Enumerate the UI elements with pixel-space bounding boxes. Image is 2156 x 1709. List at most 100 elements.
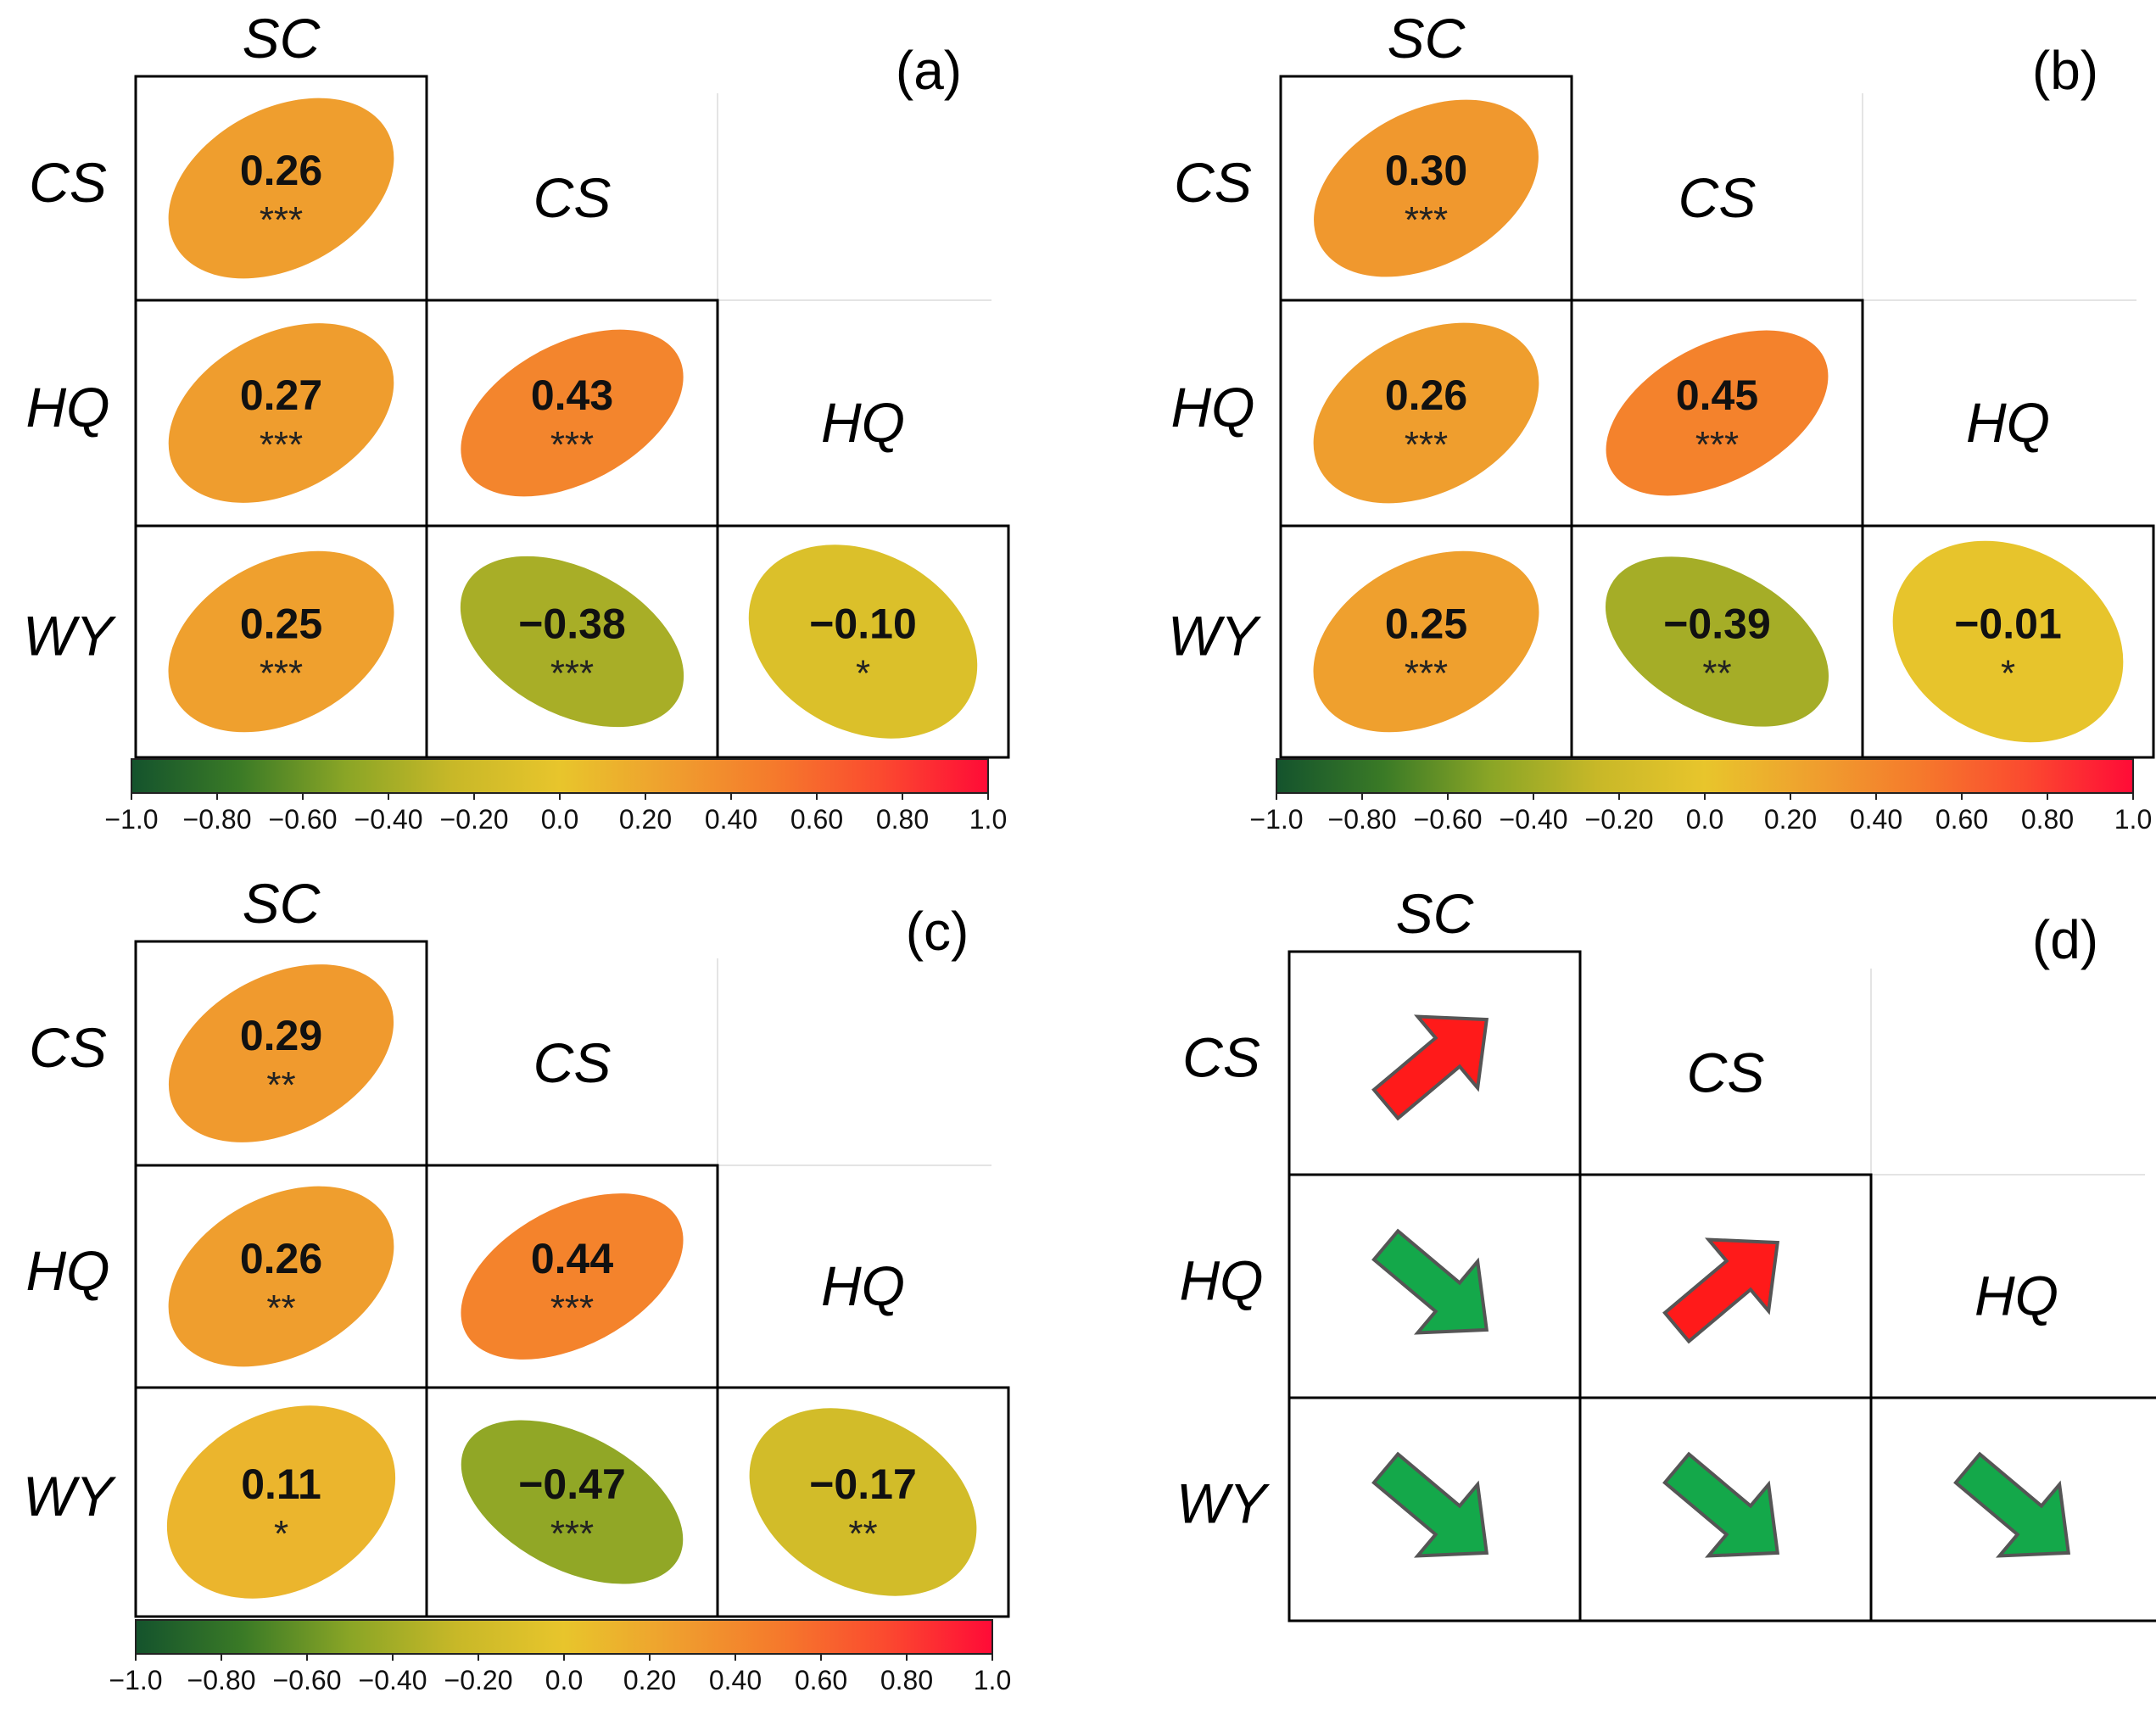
correlation-ellipse <box>749 1408 977 1596</box>
colorbar <box>1276 758 2134 794</box>
colorbar-tick-label: 1.0 <box>969 804 1007 835</box>
significance-stars: * <box>2001 653 2015 695</box>
significance-stars: *** <box>550 1287 594 1329</box>
colorbar <box>131 758 989 794</box>
correlation-value: −0.10 <box>809 600 917 648</box>
colorbar-tick-label: −0.20 <box>440 804 509 835</box>
colorbar-tick-label: −0.80 <box>183 804 252 835</box>
significance-stars: ** <box>266 1064 295 1106</box>
significance-stars: * <box>274 1513 288 1555</box>
significance-stars: *** <box>260 199 303 241</box>
diagonal-label: HQ <box>1974 1265 2058 1327</box>
colorbar-tick-label: −0.20 <box>444 1665 513 1695</box>
colorbar-tick-label: 0.40 <box>1850 804 1902 835</box>
correlation-value: 0.26 <box>240 1235 322 1282</box>
significance-stars: ** <box>266 1287 295 1329</box>
correlation-ellipse <box>461 1420 684 1584</box>
row-label: HQ <box>26 376 110 438</box>
colorbar-tick-label: 0.80 <box>2021 804 2074 835</box>
significance-stars: *** <box>1405 199 1448 241</box>
colorbar-tick-label: −1.0 <box>109 1665 162 1695</box>
colorbar-tick-label: −0.40 <box>355 804 423 835</box>
significance-stars: *** <box>260 653 303 695</box>
diagonal-label: HQ <box>1966 391 2050 454</box>
significance-stars: *** <box>550 653 594 695</box>
row-label: HQ <box>1171 376 1255 438</box>
row-label: WY <box>1176 1472 1270 1535</box>
colorbar-tick-label: −1.0 <box>1249 804 1303 835</box>
colorbar-tick-label: −1.0 <box>104 804 158 835</box>
correlation-value: −0.39 <box>1663 600 1771 648</box>
row-label: WY <box>23 605 116 667</box>
significance-stars: *** <box>1695 424 1739 466</box>
colorbar-tick-label: −0.60 <box>273 1665 342 1695</box>
colorbar-tick-label: 0.0 <box>1686 804 1723 835</box>
significance-stars: ** <box>1702 653 1731 695</box>
correlation-ellipse <box>168 323 394 503</box>
correlation-value: 0.43 <box>531 371 613 419</box>
correlation-ellipse <box>461 329 684 497</box>
colorbar-tick-label: 1.0 <box>2114 804 2152 835</box>
colorbar-tick-label: 0.80 <box>880 1665 933 1695</box>
diagonal-label: CS <box>1678 166 1757 229</box>
correlation-value: 0.45 <box>1676 371 1758 419</box>
panel-tag: (a) <box>896 40 962 101</box>
arrow-down-icon <box>1953 1451 2071 1558</box>
panel-c: (c) SC CS HQ WY CS HQ 0.29 ** 0.26 ** 0.44 *** 0.11 * −… <box>23 872 1011 1695</box>
column-label: SC <box>243 7 321 70</box>
colorbar-tick-label: 0.20 <box>1764 804 1817 835</box>
diagonal-label: CS <box>533 166 612 229</box>
significance-stars: ** <box>848 1513 877 1555</box>
diagonal-label: CS <box>533 1031 612 1094</box>
correlation-value: 0.27 <box>240 371 322 419</box>
colorbar-tick-label: 0.0 <box>545 1665 583 1695</box>
significance-stars: *** <box>260 424 303 466</box>
correlation-value: −0.38 <box>518 600 626 648</box>
colorbar-tick-label: 0.20 <box>623 1665 676 1695</box>
arrow-up-icon <box>1662 1237 1780 1344</box>
panel-tag: (b) <box>2032 40 2098 101</box>
colorbar-tick-label: −0.60 <box>269 804 338 835</box>
colorbar-tick-label: 0.60 <box>1935 804 1988 835</box>
panel-tag: (d) <box>2032 909 2098 970</box>
correlation-value: 0.30 <box>1385 147 1467 194</box>
row-label: HQ <box>26 1239 110 1302</box>
arrow-down-icon <box>1371 1228 1489 1335</box>
row-label: HQ <box>1180 1249 1264 1312</box>
correlation-value: −0.01 <box>1954 600 2062 648</box>
colorbar-tick-label: −0.40 <box>359 1665 427 1695</box>
panel-d: (d) SC CS HQ WY CS HQ <box>1176 882 2156 1622</box>
colorbar-tick-label: −0.60 <box>1414 804 1483 835</box>
panel-a: (a) SC CS HQ WY CS HQ 0.26 *** 0.27 *** 0.43 *** 0.25… <box>23 7 1010 835</box>
arrow-down-icon <box>1662 1451 1780 1558</box>
diagonal-label: CS <box>1687 1042 1765 1104</box>
colorbar-tick-label: 0.20 <box>619 804 672 835</box>
correlation-ellipse <box>1605 556 1829 727</box>
correlation-value: 0.25 <box>1385 600 1467 648</box>
cell-border <box>716 524 1010 759</box>
column-label: SC <box>1388 7 1466 70</box>
diagonal-label: HQ <box>821 1254 905 1317</box>
significance-stars: *** <box>550 1513 594 1555</box>
correlation-value: 0.25 <box>240 600 322 648</box>
colorbar-tick-label: 0.80 <box>876 804 929 835</box>
correlation-ellipse <box>1313 550 1539 733</box>
panel-tag: (c) <box>906 901 969 962</box>
colorbar-tick-label: −0.40 <box>1500 804 1568 835</box>
row-label: CS <box>29 1016 107 1079</box>
colorbar-tick-label: 0.0 <box>541 804 578 835</box>
cell-border <box>716 1386 1010 1618</box>
correlation-ellipse <box>461 1193 684 1360</box>
column-label: SC <box>243 872 321 935</box>
row-label: CS <box>1174 151 1252 214</box>
correlation-ellipse <box>168 964 394 1142</box>
correlation-ellipse <box>1606 330 1829 496</box>
colorbar-tick-label: −0.20 <box>1585 804 1654 835</box>
panel-b: (b)SCCSHQWYCSHQ0.30***0.26***0.45***0.25… <box>1168 7 2155 835</box>
arrow-up-icon <box>1371 1014 1489 1121</box>
correlation-ellipse <box>460 556 684 728</box>
correlation-ellipse <box>168 1186 394 1367</box>
row-label: WY <box>23 1465 116 1527</box>
correlation-ellipse <box>748 545 978 739</box>
correlation-value: −0.47 <box>518 1460 626 1508</box>
